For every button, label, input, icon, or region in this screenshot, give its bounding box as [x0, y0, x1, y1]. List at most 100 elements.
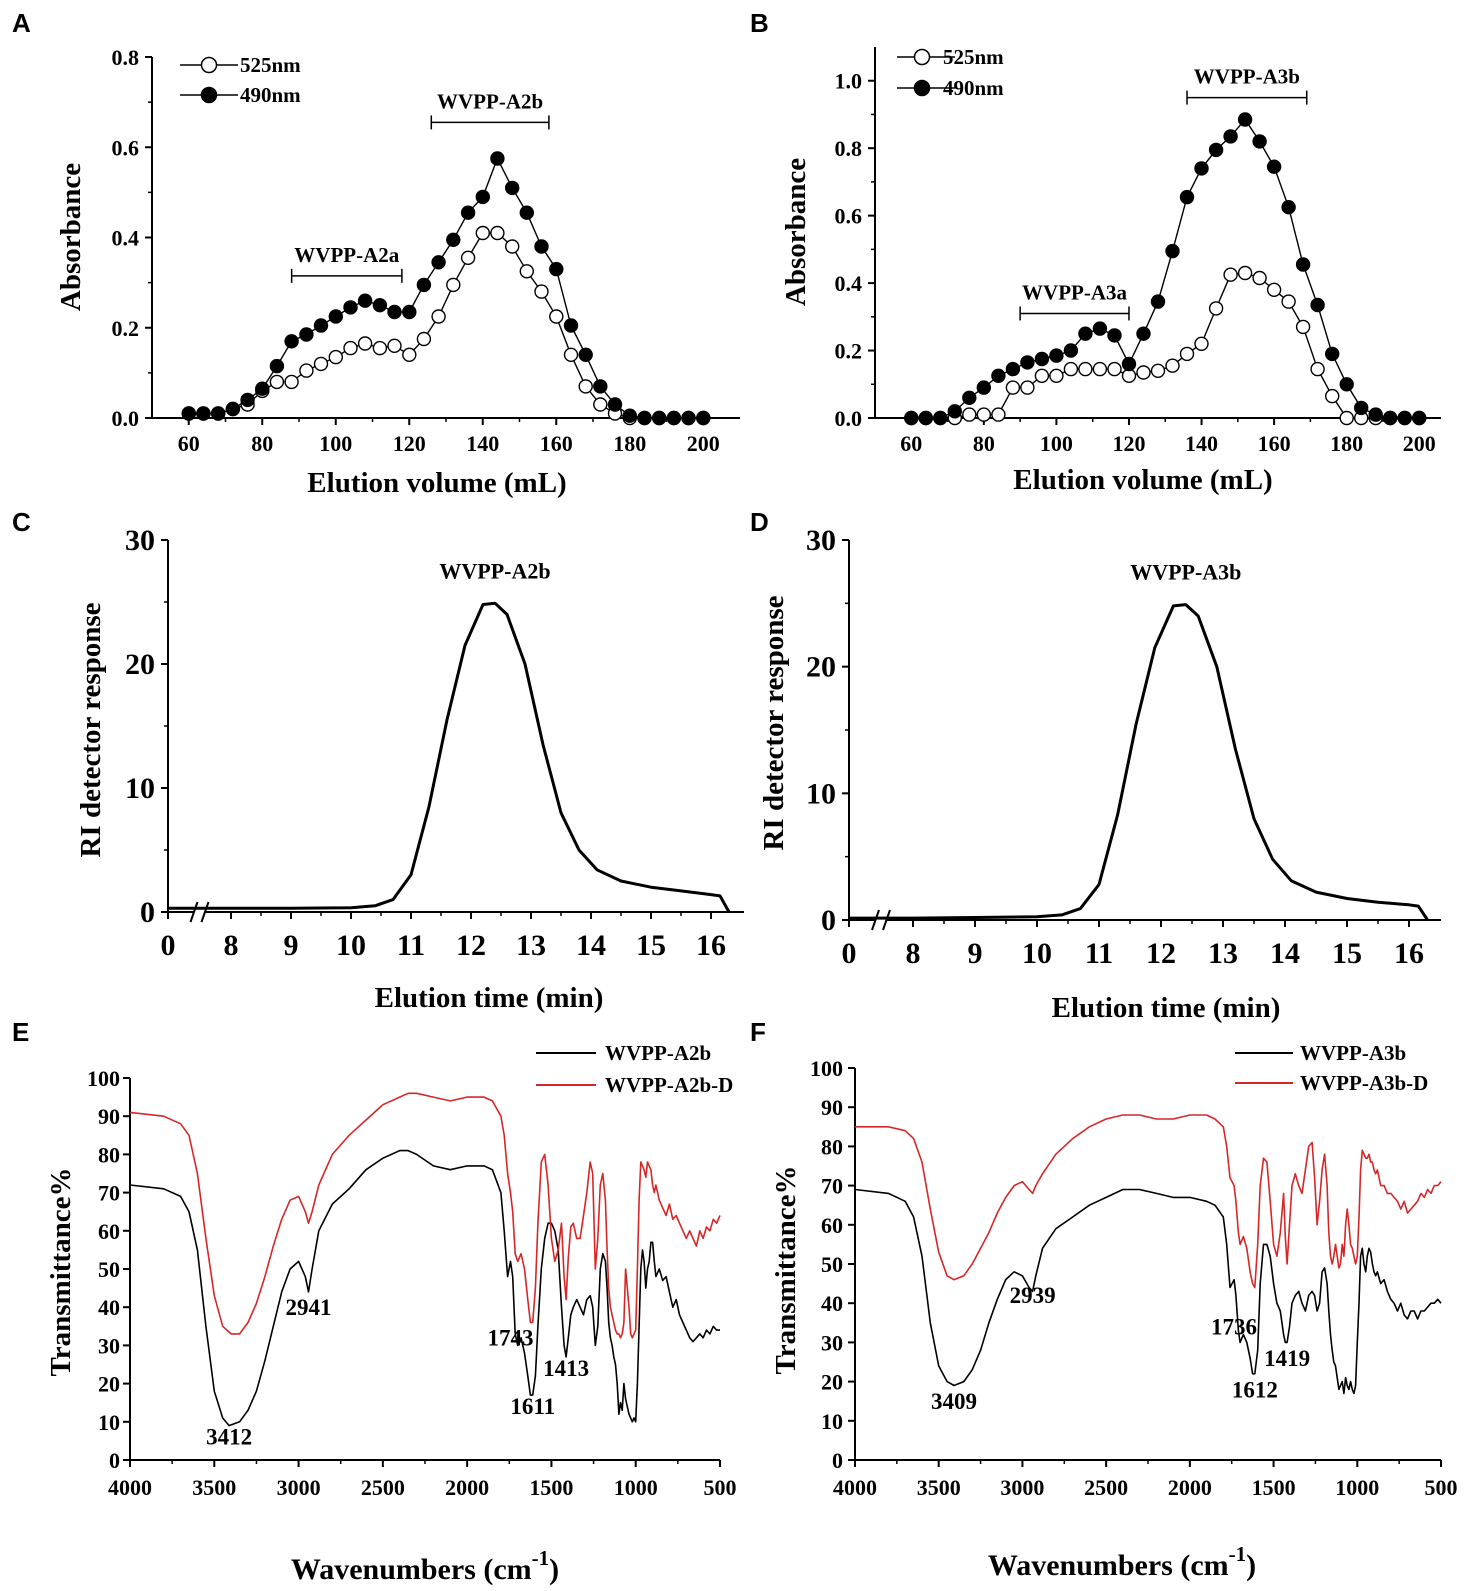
y-tick-label: 0	[821, 904, 836, 937]
x-tick-label: 200	[1403, 431, 1436, 456]
x-tick-label: 11	[397, 929, 425, 962]
peak-annotation: 1413	[543, 1356, 589, 1381]
data-point-525nm	[1136, 365, 1151, 380]
x-tick-label: 180	[613, 431, 646, 456]
y-tick-label: 20	[125, 648, 155, 681]
series-line-WVPP-A3b	[854, 1188, 1442, 1395]
legend-label: WVPP-A2b	[605, 1041, 711, 1065]
panel-b: B 60 80 100 120 140 160 180 200 0.0 0.2 0.4 0.6 0.8 1…	[750, 8, 1441, 496]
panel-a: A 60 80 100 120 140 160 180 200 0.0 0.2 0.4 0.6 0.8 W…	[12, 8, 740, 499]
panel-d: D 0 8 9 10 11 12 13 14 15 16 0 10 20 30 WVPP-A3b Eluti…	[750, 507, 1441, 1024]
data-point-490nm	[1049, 348, 1064, 363]
data-point-490nm	[387, 304, 402, 320]
data-point-490nm	[563, 318, 579, 333]
data-point-490nm	[1005, 361, 1021, 377]
data-point-525nm	[475, 225, 490, 241]
x-tick-label: 11	[1085, 937, 1113, 970]
data-point-525nm	[328, 349, 343, 365]
data-point-525nm	[1208, 301, 1224, 316]
x-axis-label: Elution volume (mL)	[307, 467, 566, 499]
x-tick-label: 2000	[445, 1475, 489, 1500]
peak-annotation: 1612	[1232, 1377, 1278, 1402]
peak-annotation: 3412	[206, 1425, 252, 1450]
y-tick-label: 60	[821, 1213, 843, 1238]
y-tick-label: 10	[806, 777, 836, 810]
data-point-525nm	[1310, 361, 1325, 377]
x-tick-label: 2500	[361, 1475, 405, 1500]
y-tick-label: 100	[810, 1056, 843, 1081]
data-point-525nm	[431, 309, 446, 324]
bracket-label: WVPP-A3a	[1022, 280, 1127, 304]
data-point-490nm	[991, 368, 1006, 383]
axis-break-gap	[193, 907, 206, 917]
x-tick-label: 0	[842, 937, 857, 970]
data-point-490nm	[1107, 328, 1122, 343]
x-tick-label: 200	[687, 431, 720, 456]
data-point-525nm	[593, 397, 608, 412]
legend-label: WVPP-A3b	[1300, 1041, 1406, 1065]
legend-label: 525nm	[240, 53, 301, 77]
data-point-490nm	[1353, 400, 1369, 416]
data-point-525nm	[505, 239, 520, 254]
data-point-525nm	[387, 338, 402, 353]
data-point-525nm	[519, 264, 534, 279]
data-point-525nm	[991, 407, 1006, 422]
y-tick-label: 40	[821, 1291, 843, 1316]
x-tick-label: 140	[1185, 431, 1218, 456]
data-point-525nm	[534, 284, 549, 299]
data-point-525nm	[1237, 265, 1253, 281]
y-tick-label: 0	[832, 1448, 843, 1473]
y-tick-label: 30	[98, 1333, 120, 1358]
data-point-490nm	[1034, 351, 1050, 367]
x-tick-label: 1500	[1252, 1475, 1296, 1500]
x-tick-label: 14	[1270, 937, 1300, 970]
peak-label: WVPP-A2b	[439, 558, 550, 583]
data-point-490nm	[505, 180, 520, 196]
data-point-490nm	[1281, 199, 1296, 215]
data-point-525nm	[446, 277, 461, 293]
data-point-525nm	[1223, 267, 1238, 282]
data-point-490nm	[328, 309, 343, 324]
data-point-525nm	[402, 347, 417, 362]
axis-break-mark	[871, 909, 880, 931]
data-point-525nm	[1092, 361, 1108, 377]
data-point-490nm	[976, 380, 991, 395]
data-point-490nm	[475, 189, 490, 205]
data-point-490nm	[181, 406, 197, 421]
panel-letter: C	[12, 507, 31, 537]
axis-break-gap	[875, 915, 887, 925]
data-point-525nm	[284, 374, 299, 390]
data-point-525nm	[1063, 361, 1079, 377]
y-axis-label: RI detector response	[75, 602, 107, 857]
data-point-490nm	[416, 277, 432, 293]
y-tick-label: 30	[806, 524, 836, 557]
data-point-525nm	[372, 340, 388, 356]
x-tick-label: 160	[540, 431, 573, 456]
x-tick-label: 14	[576, 929, 606, 962]
y-tick-label: 0.6	[835, 204, 863, 229]
panel-letter: A	[12, 8, 31, 38]
x-tick-label: 80	[251, 431, 273, 456]
data-point-490nm	[299, 327, 314, 342]
x-tick-label: 10	[1022, 937, 1052, 970]
y-tick-label: 0.4	[112, 226, 140, 251]
x-tick-label: 8	[224, 929, 239, 962]
panel-c: C 0 8 9 10 11 12 13 14 15 16 0 10 20 30 WVPP-A2b Eluti…	[12, 507, 744, 1014]
data-point-490nm	[1310, 297, 1325, 313]
series-line-WVPP-A3b-D	[855, 1114, 1442, 1289]
data-point-490nm	[1397, 410, 1412, 426]
x-tick-label: 12	[456, 929, 486, 962]
data-point-525nm	[1107, 361, 1122, 377]
y-tick-label: 0.2	[112, 316, 140, 341]
data-point-490nm	[372, 298, 388, 313]
data-point-525nm	[1121, 368, 1137, 383]
data-point-490nm	[240, 392, 255, 408]
data-point-490nm	[1411, 410, 1427, 426]
x-axis-label: Wavenumbers (cm-1)	[988, 1542, 1256, 1582]
data-point-490nm	[196, 406, 211, 421]
x-tick-label: 140	[466, 431, 499, 456]
y-tick-label: 30	[125, 524, 155, 557]
data-point-525nm	[1252, 270, 1267, 286]
data-point-490nm	[519, 205, 534, 220]
